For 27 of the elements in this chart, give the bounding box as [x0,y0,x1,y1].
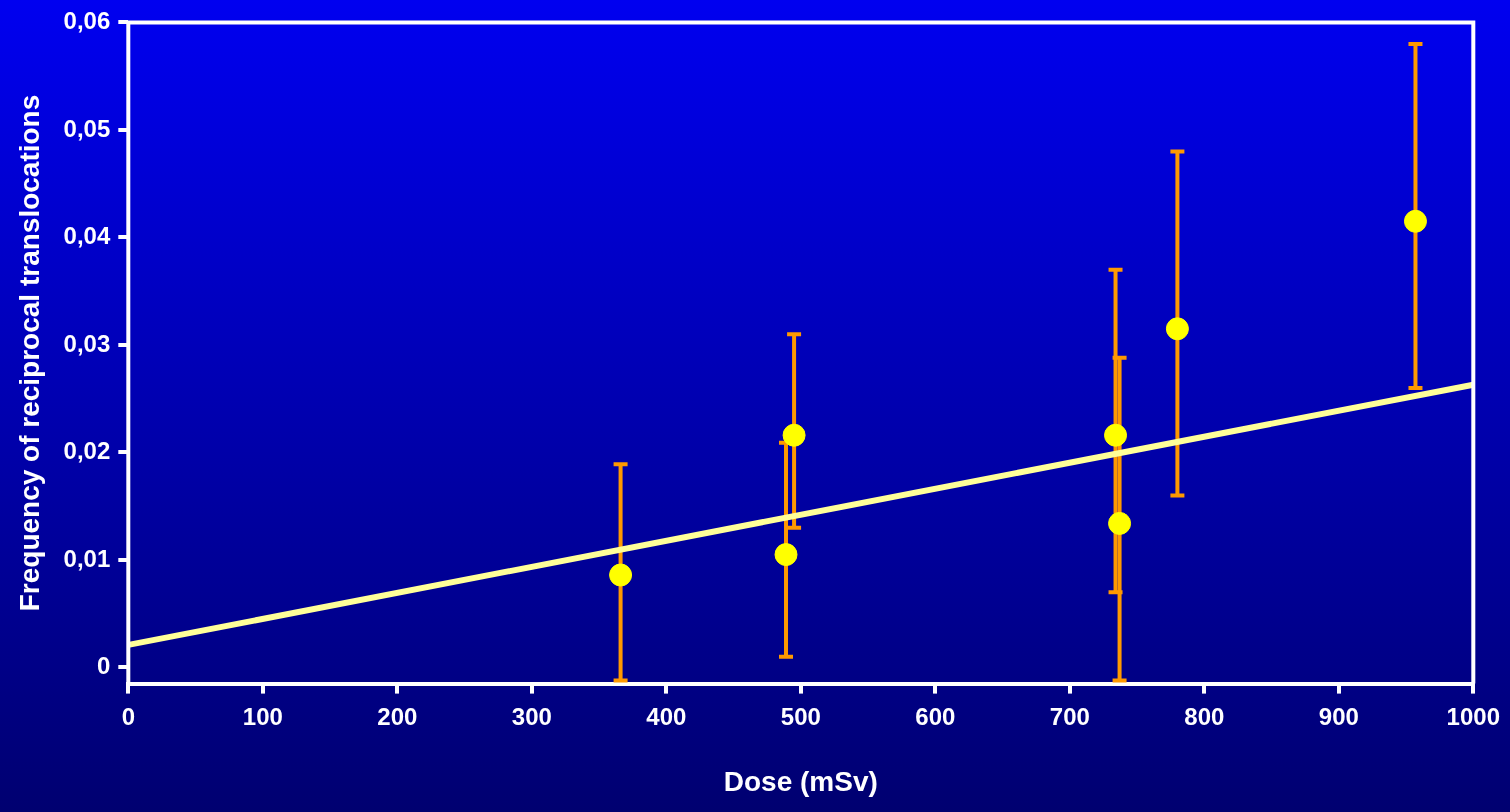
point [1403,209,1427,233]
x-tick-label: 400 [646,702,687,730]
x-tick-label: 600 [915,702,956,730]
x-tick-label: 300 [511,702,552,730]
y-tick-label: 0,04 [63,222,111,250]
x-tick-label: 100 [242,702,283,730]
x-tick-label: 1000 [1446,702,1500,730]
point [609,563,633,587]
point [1104,423,1128,447]
point [1165,317,1189,341]
y-tick-label: 0,01 [63,544,111,572]
y-tick-label: 0,05 [63,114,111,142]
x-tick-label: 800 [1184,702,1225,730]
point [782,423,806,447]
y-tick-label: 0,02 [63,437,111,465]
point [1108,511,1132,535]
x-tick-label: 200 [377,702,418,730]
y-tick-label: 0,06 [63,7,111,35]
y-tick-label: 0,03 [63,329,111,357]
x-tick-label: 700 [1049,702,1090,730]
x-tick-label: 500 [780,702,821,730]
x-tick-label: 0 [121,702,135,730]
x-axis-title: Dose (mSv) [723,765,878,797]
x-tick-label: 900 [1318,702,1359,730]
y-axis-title: Frequency of reciprocal translocations [13,94,45,612]
y-tick-label: 0 [96,652,111,680]
point [774,543,798,567]
